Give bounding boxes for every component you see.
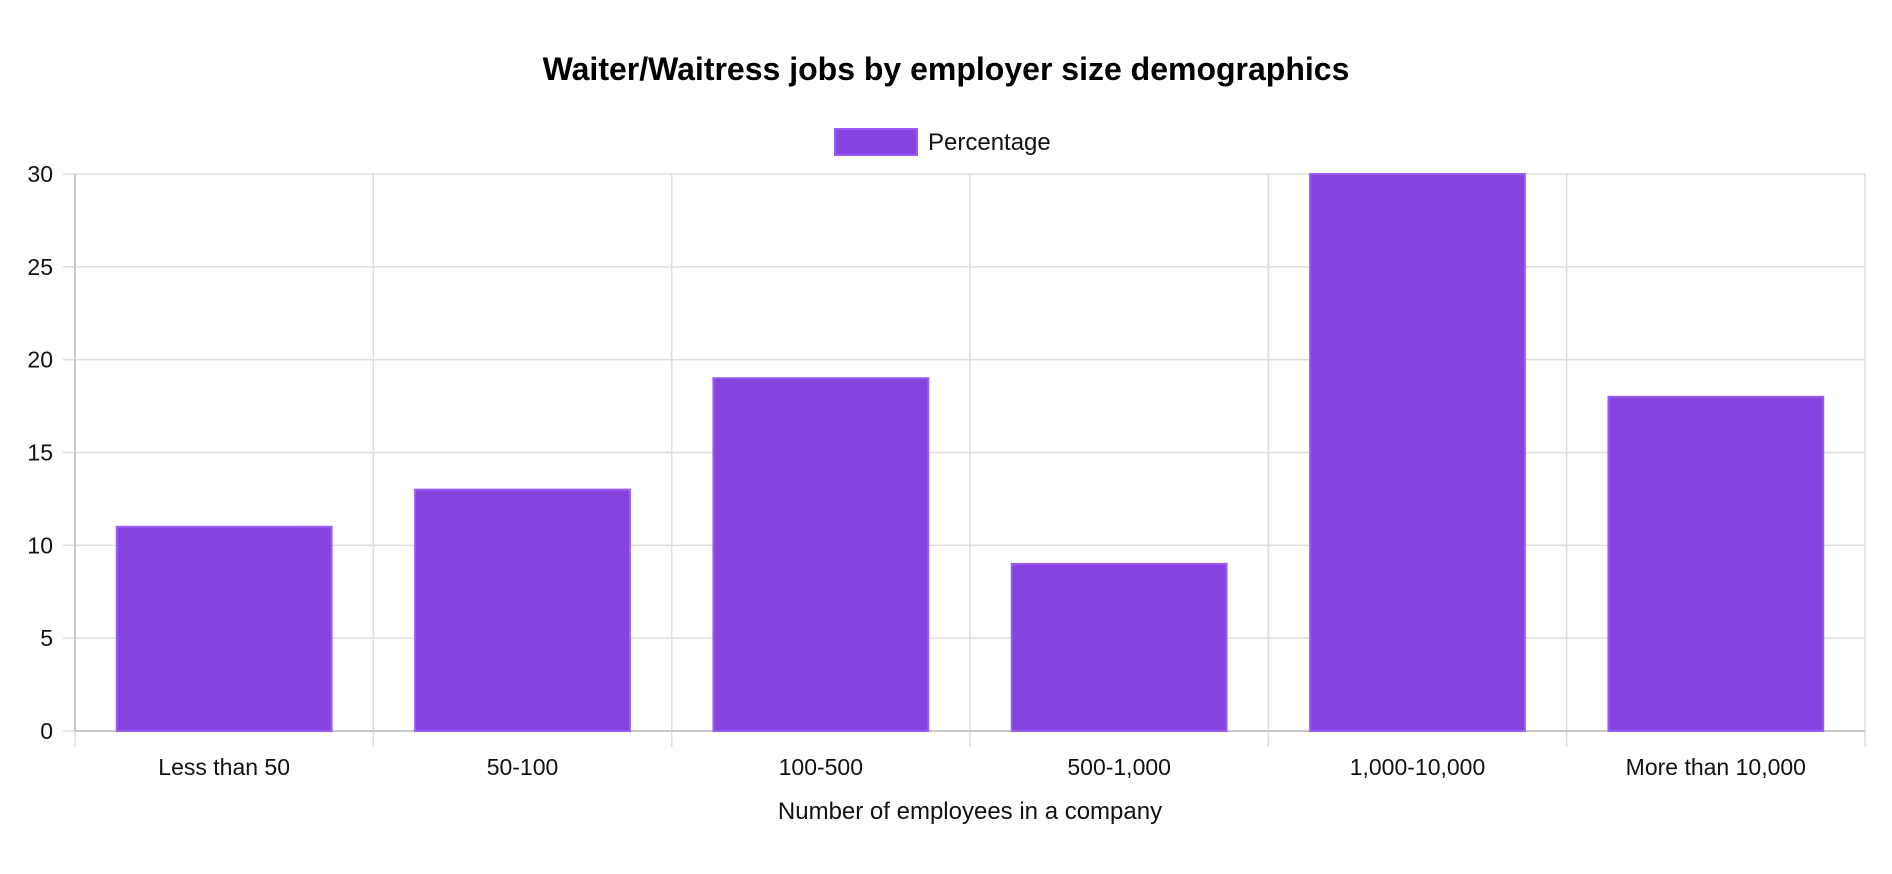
bars [115,173,1825,733]
bar[interactable] [1010,562,1228,733]
x-tick-label: 50-100 [487,754,559,780]
x-axis-ticks: Less than 50 50-100 100-500 500-1,000 1,000-… [158,754,1806,780]
chart-title: Waiter/Waitress jobs by employer size de… [543,51,1350,87]
y-tick-label: 10 [27,532,53,558]
y-tick-label: 5 [40,625,53,651]
y-tick-label: 25 [27,254,53,280]
y-tick-label: 0 [40,718,53,744]
y-tick-label: 15 [27,440,53,466]
x-axis-label: Number of employees in a company [778,798,1162,825]
bar[interactable] [712,377,930,732]
bar[interactable] [115,525,333,732]
x-tick-label: 100-500 [779,754,863,780]
x-tick-label: 500-1,000 [1067,754,1171,780]
y-tick-label: 20 [27,347,53,373]
bar[interactable] [414,488,631,732]
bar[interactable] [1309,173,1526,732]
legend[interactable]: Percentage [834,128,1051,156]
y-axis-ticks: 0 5 10 15 20 25 30 [27,161,53,744]
x-tick-label: More than 10,000 [1626,754,1806,780]
legend-swatch [834,128,918,156]
axes [74,174,1865,732]
grid [63,173,1866,747]
x-tick-label: 1,000-10,000 [1350,754,1486,780]
legend-label: Percentage [928,129,1051,156]
y-tick-label: 30 [27,161,53,187]
bar[interactable] [1607,395,1825,732]
x-tick-label: Less than 50 [158,754,290,780]
